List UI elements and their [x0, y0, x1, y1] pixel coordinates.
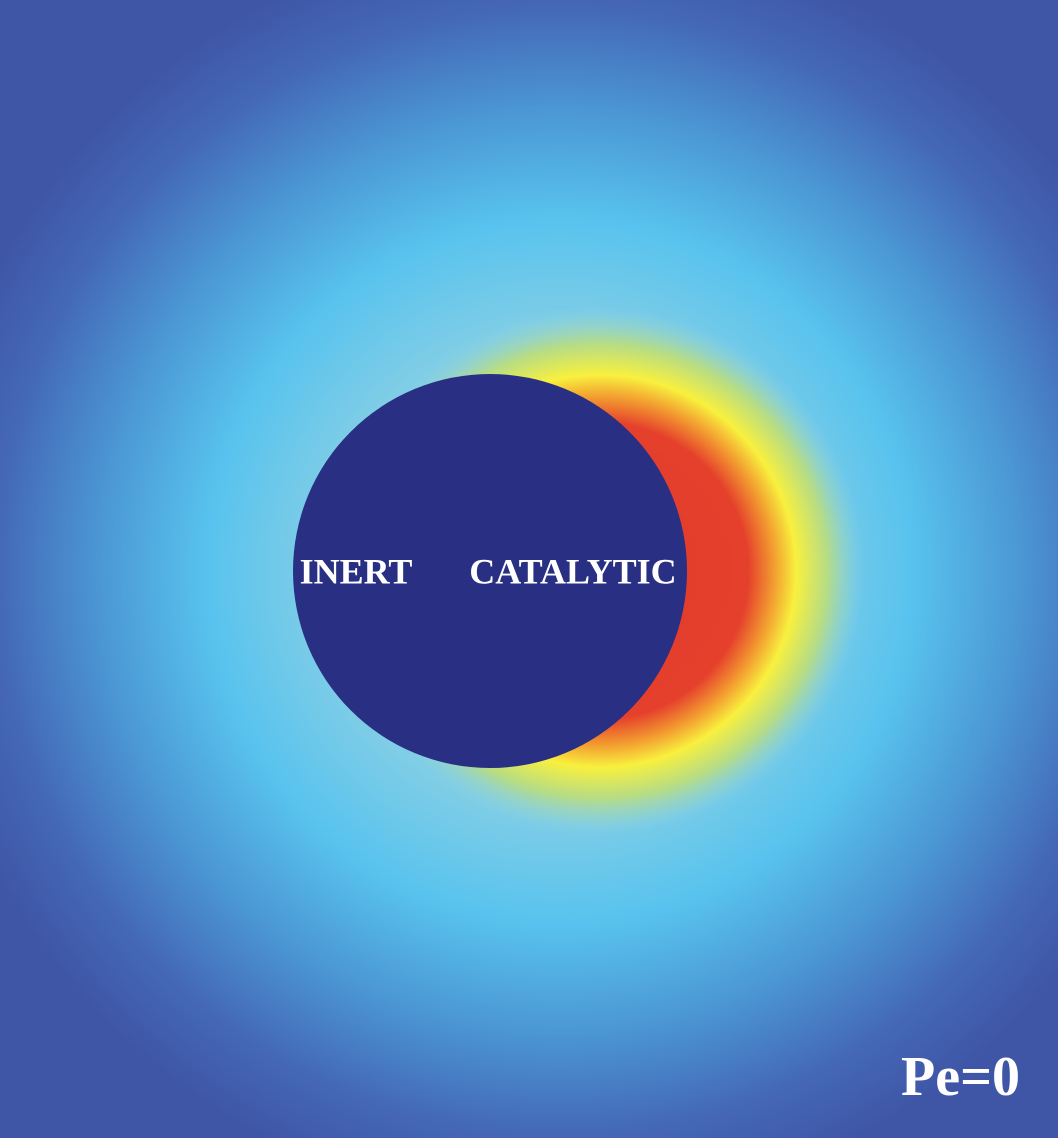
inert-label: INERT [300, 551, 413, 591]
peclet-label: Pe=0 [901, 1046, 1020, 1108]
janus-particle [293, 374, 687, 768]
catalytic-label: CATALYTIC [469, 551, 676, 591]
